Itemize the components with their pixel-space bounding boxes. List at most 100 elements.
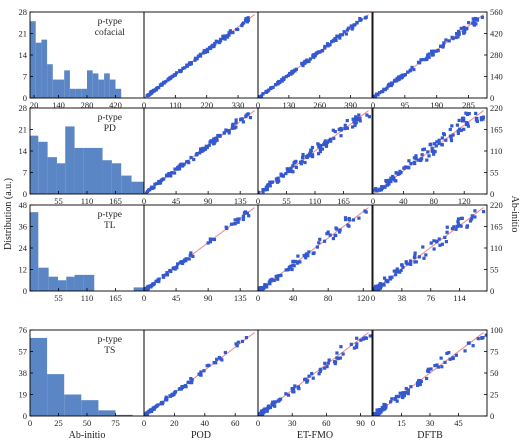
x-tick-label: 114 bbox=[453, 293, 466, 303]
y-tick-label: 12 bbox=[19, 265, 28, 275]
x-tick-label: 0 bbox=[256, 196, 260, 206]
scatter-point bbox=[377, 91, 382, 95]
scatter-pd-et-fmo-marks bbox=[258, 110, 372, 194]
hist-bar bbox=[133, 287, 144, 291]
scatter-point bbox=[420, 153, 424, 157]
scatter-point bbox=[402, 394, 406, 398]
scatter-point bbox=[176, 165, 180, 170]
scatter-point bbox=[146, 93, 151, 97]
scatter-point bbox=[473, 215, 477, 219]
scatter-point bbox=[481, 117, 485, 121]
scatter-point bbox=[390, 81, 395, 85]
scatter-point bbox=[402, 166, 406, 170]
scatter-point bbox=[248, 115, 253, 120]
scatter-point bbox=[339, 134, 343, 138]
hist-bar bbox=[87, 70, 93, 98]
x-tick-label: 165 bbox=[109, 293, 122, 303]
scatter-point bbox=[472, 22, 476, 26]
scatter-point bbox=[432, 247, 436, 251]
fit-line bbox=[258, 110, 369, 194]
scatter-point bbox=[346, 26, 351, 30]
scatter-point bbox=[181, 66, 185, 70]
x-tick-label: 165 bbox=[109, 196, 122, 206]
scatter-point bbox=[333, 360, 338, 364]
x-tick-label: 45 bbox=[454, 418, 463, 428]
scatter-point bbox=[195, 152, 199, 156]
scatter-point bbox=[474, 118, 478, 122]
scatter-point bbox=[240, 339, 244, 344]
scatter-pd-pod: 0 45 90 135 bbox=[142, 107, 259, 206]
scatter-point bbox=[276, 176, 280, 180]
scatter-point bbox=[445, 230, 449, 234]
scatter-point bbox=[148, 91, 153, 95]
scatter-point bbox=[363, 336, 367, 340]
scatter-point bbox=[413, 251, 417, 255]
scatter-point bbox=[481, 115, 486, 119]
scatter-point bbox=[214, 361, 218, 365]
x-tick-label: 330 bbox=[232, 100, 245, 110]
scatter-point bbox=[419, 379, 423, 383]
scatter-point bbox=[451, 356, 455, 360]
column-label-dftb: DFTB bbox=[417, 430, 443, 441]
scatter-point bbox=[407, 166, 411, 170]
scatter-point bbox=[162, 80, 166, 84]
scatter-point bbox=[430, 149, 435, 153]
panel-frame bbox=[372, 107, 488, 195]
scatter-point bbox=[457, 32, 461, 37]
scatter-point bbox=[232, 222, 236, 226]
scatter-point bbox=[394, 273, 398, 277]
scatter-point bbox=[376, 286, 380, 290]
scatter-point bbox=[193, 56, 198, 60]
panel-frame bbox=[257, 107, 373, 195]
scatter-point bbox=[212, 237, 217, 242]
scatter-point bbox=[451, 133, 455, 137]
scatter-ts-dftb: 0 25 50 75 100 0 15 30 45 bbox=[371, 325, 503, 428]
hist-bar bbox=[57, 280, 67, 291]
scatter-point bbox=[264, 89, 268, 94]
scatter-point bbox=[268, 282, 272, 286]
scatter-point bbox=[333, 361, 337, 366]
scatter-point bbox=[388, 400, 393, 404]
scatter-point bbox=[358, 16, 362, 21]
scatter-point bbox=[325, 141, 329, 145]
scatter-point bbox=[158, 83, 163, 87]
scatter-point bbox=[467, 341, 471, 345]
scatter-ts-et-fmo-marks bbox=[258, 332, 372, 416]
scatter-point bbox=[442, 41, 446, 45]
scatter-point bbox=[406, 70, 410, 74]
scatter-point bbox=[336, 356, 340, 361]
scatter-point bbox=[188, 253, 192, 257]
scatter-point bbox=[296, 385, 301, 389]
scatter-point bbox=[203, 146, 207, 150]
y-tick-label: 0 bbox=[490, 411, 494, 421]
scatter-point bbox=[354, 115, 358, 119]
scatter-point bbox=[345, 126, 349, 130]
scatter-point bbox=[284, 171, 288, 176]
scatter-point bbox=[398, 270, 402, 274]
scatter-point bbox=[352, 23, 356, 27]
scatter-point bbox=[450, 35, 454, 39]
scatter-point bbox=[381, 89, 385, 94]
scatter-point bbox=[447, 39, 451, 43]
hist-bar bbox=[38, 267, 49, 291]
x-tick-label: 90 bbox=[204, 196, 213, 206]
scatter-point bbox=[434, 49, 438, 53]
scatter-point bbox=[205, 145, 209, 150]
scatter-point bbox=[184, 258, 188, 263]
scatter-point bbox=[214, 39, 218, 43]
scatter-point bbox=[205, 50, 210, 54]
hist-bar bbox=[75, 88, 82, 98]
y-tick-label: 0 bbox=[23, 93, 27, 103]
scatter-point bbox=[373, 95, 378, 98]
hist-bar bbox=[47, 64, 53, 98]
scatter-point bbox=[435, 363, 439, 367]
scatter-point bbox=[459, 128, 463, 133]
y-tick-label: 21 bbox=[19, 29, 28, 39]
scatter-point bbox=[416, 158, 420, 162]
hist-bar bbox=[30, 337, 48, 416]
scatter-point bbox=[228, 31, 232, 35]
scatter-point bbox=[407, 159, 411, 163]
scatter-point bbox=[392, 176, 396, 180]
scatter-point bbox=[464, 111, 468, 115]
hist-bar bbox=[41, 39, 48, 98]
